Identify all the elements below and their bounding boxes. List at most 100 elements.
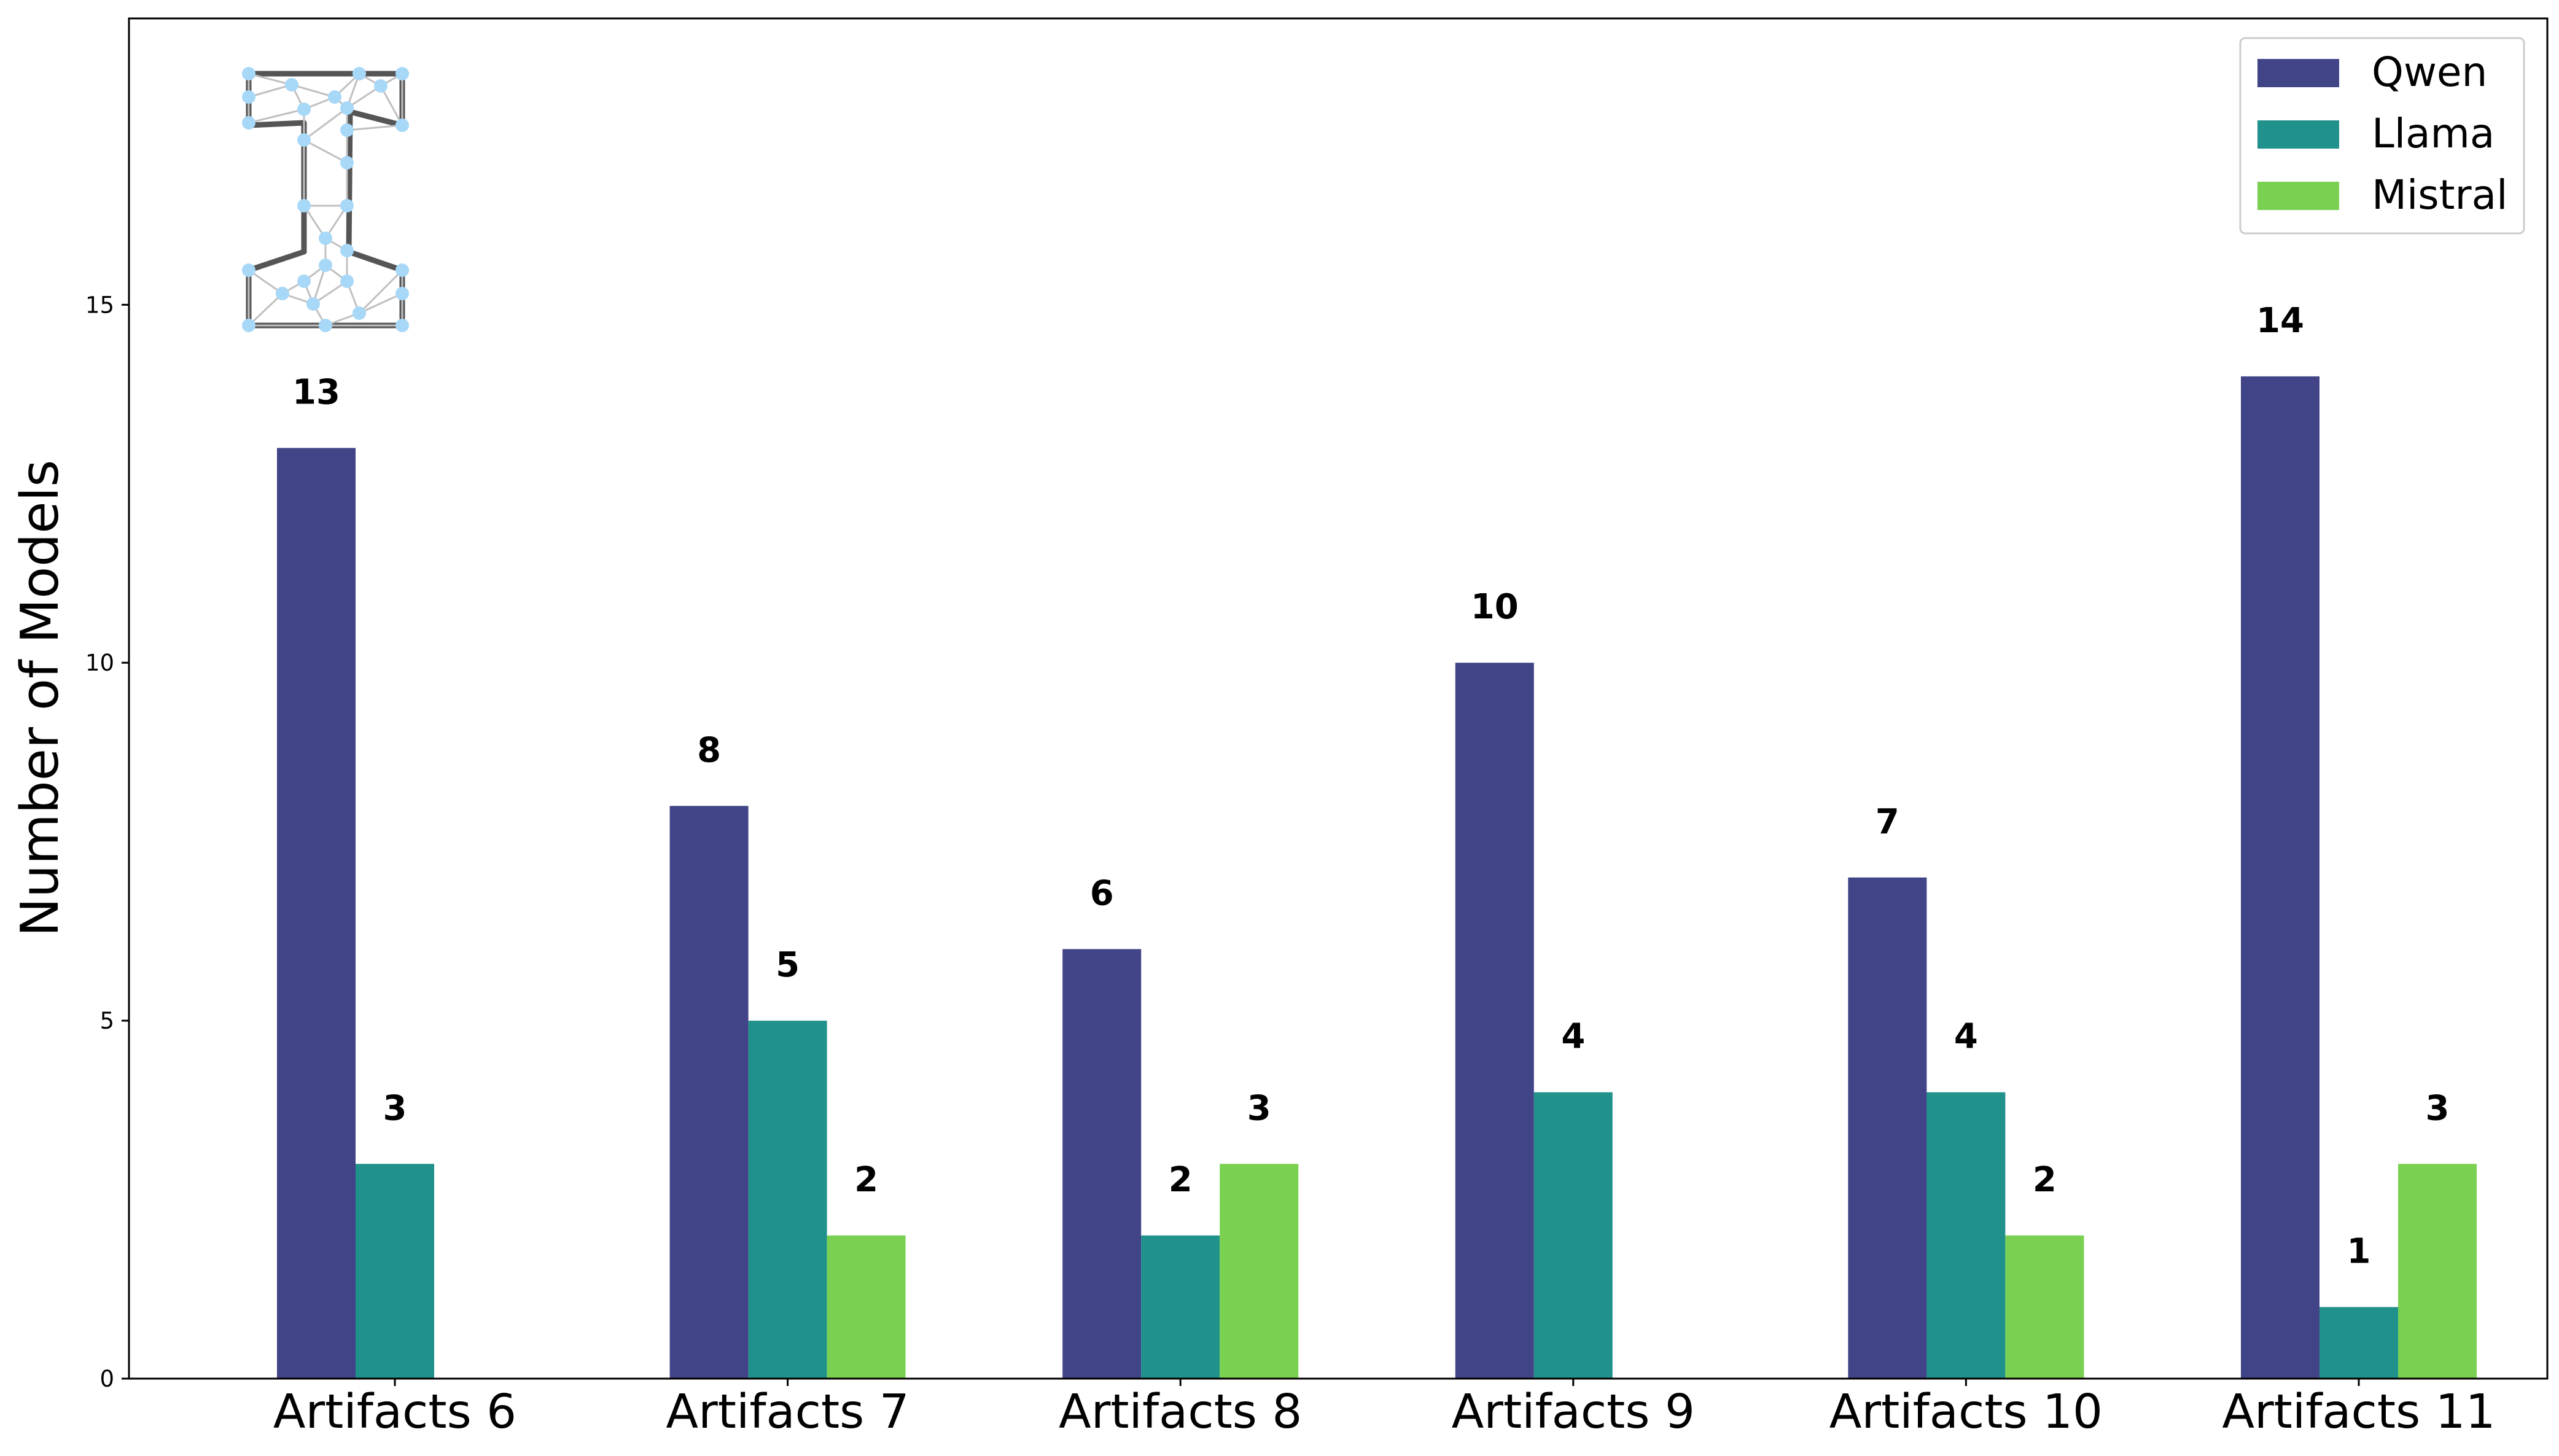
data-label-mistral-artifacts-8: 3 xyxy=(1247,1088,1271,1128)
x-axis: Artifacts 6 Artifacts 7 Artifacts 8 Artifac… xyxy=(273,1379,2496,1439)
logo-node xyxy=(395,263,409,277)
data-label-llama-artifacts-11: 1 xyxy=(2347,1231,2371,1271)
bar-llama-artifacts-11 xyxy=(2319,1307,2398,1379)
x-tick-label-artifacts-7: Artifacts 7 xyxy=(666,1385,909,1439)
data-label-mistral-artifacts-11: 3 xyxy=(2426,1088,2450,1128)
logo-edge xyxy=(313,280,348,305)
logo-node xyxy=(285,78,298,91)
logo-node xyxy=(297,199,311,212)
logo-node xyxy=(352,306,366,320)
y-tick-label: 0 xyxy=(99,1366,114,1392)
logo-node xyxy=(242,319,255,332)
logo-edge xyxy=(380,85,403,126)
bars xyxy=(277,376,2477,1379)
bar-mistral-artifacts-8 xyxy=(1220,1164,1299,1379)
logo-node xyxy=(242,90,255,104)
logo-edge xyxy=(291,84,335,98)
logo-edge xyxy=(346,124,403,131)
bar-llama-artifacts-8 xyxy=(1141,1235,1220,1379)
data-label-llama-artifacts-8: 2 xyxy=(1169,1160,1193,1200)
bar-llama-artifacts-6 xyxy=(356,1164,434,1379)
logo-node xyxy=(242,263,255,277)
bar-qwen-artifacts-9 xyxy=(1455,663,1534,1379)
logo-edge xyxy=(312,265,327,305)
bar-llama-artifacts-9 xyxy=(1533,1092,1613,1379)
data-label-llama-artifacts-10: 4 xyxy=(1954,1017,1978,1057)
logo-node xyxy=(340,274,354,288)
logo-node xyxy=(319,232,332,245)
data-label-mistral-artifacts-10: 2 xyxy=(2033,1160,2057,1200)
legend: Qwen Llama Mistral xyxy=(2239,37,2525,235)
y-tick-label: 10 xyxy=(85,650,114,676)
logo-edge xyxy=(359,292,403,314)
data-label-llama-artifacts-7: 5 xyxy=(776,945,800,985)
network-graph-logo xyxy=(242,67,409,332)
x-tick-label-artifacts-8: Artifacts 8 xyxy=(1059,1385,1302,1439)
bar-qwen-artifacts-10 xyxy=(1848,877,1927,1379)
data-label-qwen-artifacts-9: 10 xyxy=(1471,587,1519,627)
bar-qwen-artifacts-8 xyxy=(1062,949,1142,1379)
legend-swatch-qwen xyxy=(2257,59,2339,87)
data-label-qwen-artifacts-8: 6 xyxy=(1090,874,1114,914)
logo-node xyxy=(297,103,311,116)
logo-node xyxy=(319,319,332,332)
x-tick-label-artifacts-11: Artifacts 11 xyxy=(2222,1385,2495,1439)
bar-qwen-artifacts-7 xyxy=(669,806,749,1379)
logo-node xyxy=(340,244,354,257)
logo-node xyxy=(297,274,311,288)
logo-edge xyxy=(303,139,348,164)
logo-node xyxy=(352,67,366,80)
legend-swatch-llama xyxy=(2257,120,2339,149)
logo-node xyxy=(395,119,409,132)
data-label-mistral-artifacts-7: 2 xyxy=(854,1160,878,1200)
plot-frame xyxy=(128,17,2549,1380)
y-axis-label: Number of Models xyxy=(10,460,71,937)
plot-background xyxy=(129,18,2547,1379)
logo-node xyxy=(340,199,354,212)
logo-edge xyxy=(248,84,292,98)
bar-qwen-artifacts-11 xyxy=(2241,376,2319,1379)
legend-label-qwen: Qwen xyxy=(2372,49,2487,96)
logo-node xyxy=(395,319,409,332)
x-tick-label-artifacts-9: Artifacts 9 xyxy=(1452,1385,1695,1439)
logo-edge xyxy=(248,108,305,124)
bar-mistral-artifacts-7 xyxy=(827,1235,906,1379)
logo-node xyxy=(319,259,332,272)
legend-label-llama: Llama xyxy=(2372,110,2495,157)
y-tick-label: 15 xyxy=(85,292,114,318)
logo-node xyxy=(276,287,289,300)
logo-node xyxy=(306,297,320,311)
bar-mistral-artifacts-11 xyxy=(2398,1164,2477,1379)
data-label-qwen-artifacts-6: 13 xyxy=(292,372,340,412)
logo-edge xyxy=(248,269,283,295)
logo-node xyxy=(340,123,354,137)
bar-llama-artifacts-7 xyxy=(748,1021,827,1379)
logo-node xyxy=(242,67,255,80)
data-label-qwen-artifacts-11: 14 xyxy=(2256,301,2304,341)
logo-node xyxy=(328,90,341,104)
logo-node xyxy=(297,133,311,147)
logo-edge xyxy=(303,107,348,141)
bar-qwen-artifacts-6 xyxy=(277,448,356,1379)
data-label-llama-artifacts-6: 3 xyxy=(383,1088,407,1128)
data-label-llama-artifacts-9: 4 xyxy=(1561,1017,1585,1057)
data-label-qwen-artifacts-10: 7 xyxy=(1875,802,1899,842)
legend-label-mistral: Mistral xyxy=(2372,171,2507,219)
y-axis: 0 5 10 15 xyxy=(85,292,129,1392)
logo-edge xyxy=(248,72,292,86)
logo-node xyxy=(340,156,354,169)
legend-swatch-mistral xyxy=(2257,182,2339,210)
bar-llama-artifacts-10 xyxy=(1926,1092,2006,1379)
logo-node xyxy=(340,101,354,115)
logo-node xyxy=(395,67,409,80)
logo-node xyxy=(242,116,255,130)
logo-edge xyxy=(247,292,284,327)
y-tick-label: 5 xyxy=(99,1008,114,1034)
logo-node xyxy=(374,79,388,93)
logo-edge xyxy=(358,269,403,314)
logo-node xyxy=(395,287,409,300)
bar-mistral-artifacts-10 xyxy=(2005,1235,2084,1379)
x-tick-label-artifacts-6: Artifacts 6 xyxy=(273,1385,516,1439)
